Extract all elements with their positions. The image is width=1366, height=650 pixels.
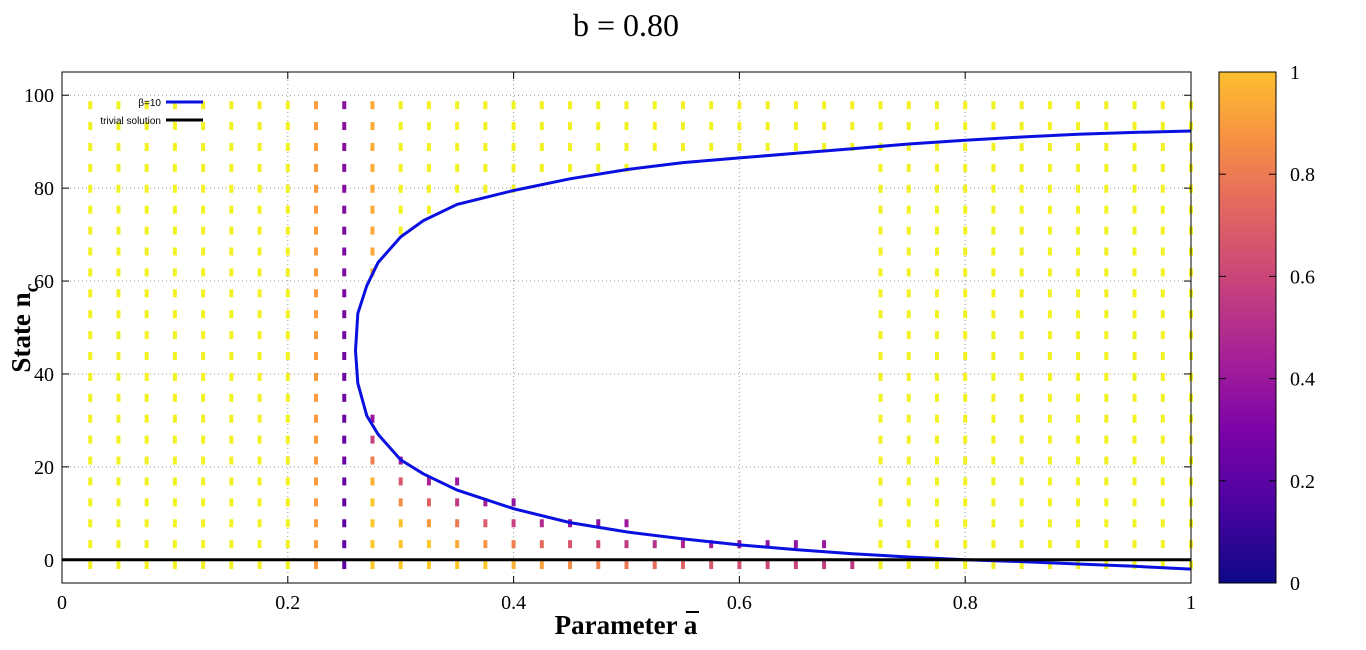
y-tick-label: 20 [34, 457, 54, 479]
series-line-beta [353, 129, 1192, 571]
x-tick-label: 1 [1186, 592, 1196, 614]
legend: β=10 trivial solution [100, 98, 203, 127]
legend-label-beta: β=10 [138, 98, 161, 109]
colorbar-tick-label: 0 [1290, 573, 1300, 595]
series-lines [62, 129, 1192, 571]
chart-title: b = 0.80 [573, 7, 679, 43]
y-tick-label: 0 [44, 550, 54, 572]
y-tick-label: 40 [34, 364, 54, 386]
vector-field [88, 101, 1193, 570]
y-tick-label: 100 [24, 85, 54, 107]
x-axis-title: Parameter a [555, 610, 698, 640]
x-tick-label: 0 [57, 592, 67, 614]
colorbar-tick-label: 0.8 [1290, 164, 1315, 186]
colorbar-tick-label: 0.6 [1290, 266, 1315, 288]
y-axis-title: State nc [6, 283, 43, 372]
y-tick-label: 60 [34, 271, 54, 293]
plot-frame [61, 71, 1192, 584]
colorbar-tick-label: 0.4 [1290, 369, 1315, 391]
y-tick-label: 80 [34, 178, 54, 200]
colorbar [1218, 71, 1277, 584]
colorbar-ticks: 0 0.2 0.4 0.6 0.8 1 [1219, 62, 1315, 595]
colorbar-tick-label: 0.2 [1290, 471, 1315, 493]
x-tick-label: 0.8 [953, 592, 978, 614]
colorbar-tick-label: 1 [1290, 62, 1300, 84]
x-tick-label: 0.2 [275, 592, 300, 614]
legend-label-trivial: trivial solution [100, 116, 161, 127]
axis-ticks: 0 0.2 0.4 0.6 0.8 1 0 20 40 60 80 100 [24, 72, 1196, 614]
x-tick-label: 0.4 [501, 592, 526, 614]
x-tick-label: 0.6 [727, 592, 752, 614]
